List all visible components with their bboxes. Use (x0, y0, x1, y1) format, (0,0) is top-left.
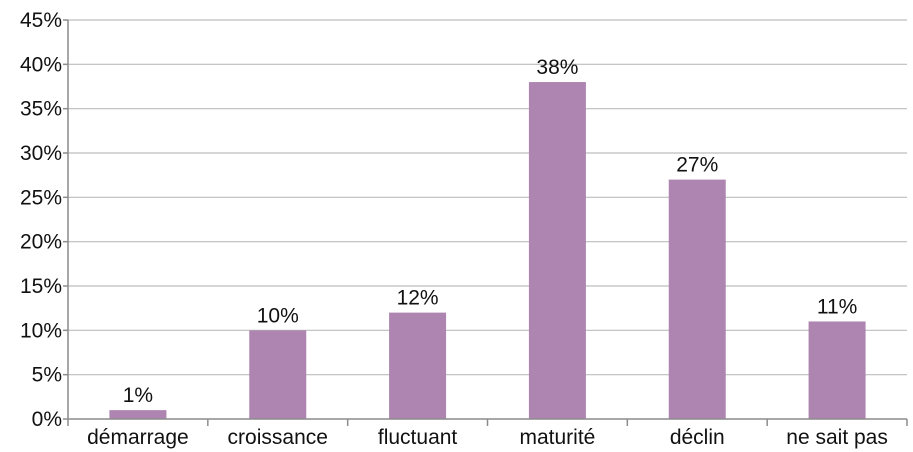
y-tick-label: 15% (20, 275, 62, 298)
gridlines (68, 19, 907, 376)
y-tick-label: 20% (20, 231, 62, 254)
data-label: 38% (536, 56, 578, 79)
bars (109, 82, 866, 420)
y-tick-label: 0% (32, 408, 62, 431)
bar (109, 410, 167, 419)
y-tick-label: 5% (32, 364, 62, 387)
y-axis-tick-labels: 0% 5% 10% 15% 20% 25% 30% 35% 40% 45% (20, 9, 62, 431)
x-tick-label: croissance (228, 426, 328, 449)
y-tick-label: 10% (20, 319, 62, 342)
y-tick-label: 40% (20, 53, 62, 76)
y-tick-label: 35% (20, 98, 62, 121)
y-tick-label: 30% (20, 142, 62, 165)
x-tick-label: fluctuant (378, 426, 458, 449)
data-label: 1% (123, 384, 153, 407)
data-label: 27% (676, 154, 718, 177)
y-tick-label: 45% (20, 9, 62, 32)
bar (668, 179, 726, 419)
data-label: 11% (817, 295, 857, 318)
bar (808, 321, 866, 419)
bar (528, 82, 586, 420)
bar (249, 330, 307, 419)
data-labels: 1% 10% 12% 38% 27% 11% (123, 56, 858, 407)
x-axis-tick-labels: démarrage croissance fluctuant maturité décl… (87, 426, 888, 449)
data-label: 10% (257, 304, 299, 327)
x-tick-label: démarrage (87, 426, 189, 449)
x-tick-label: déclin (670, 426, 725, 449)
axes (63, 19, 908, 426)
x-tick-label: ne sait pas (786, 426, 888, 449)
y-tick-label: 25% (20, 186, 62, 209)
bar (389, 312, 447, 419)
data-label: 12% (397, 287, 439, 310)
x-tick-label: maturité (519, 426, 595, 449)
